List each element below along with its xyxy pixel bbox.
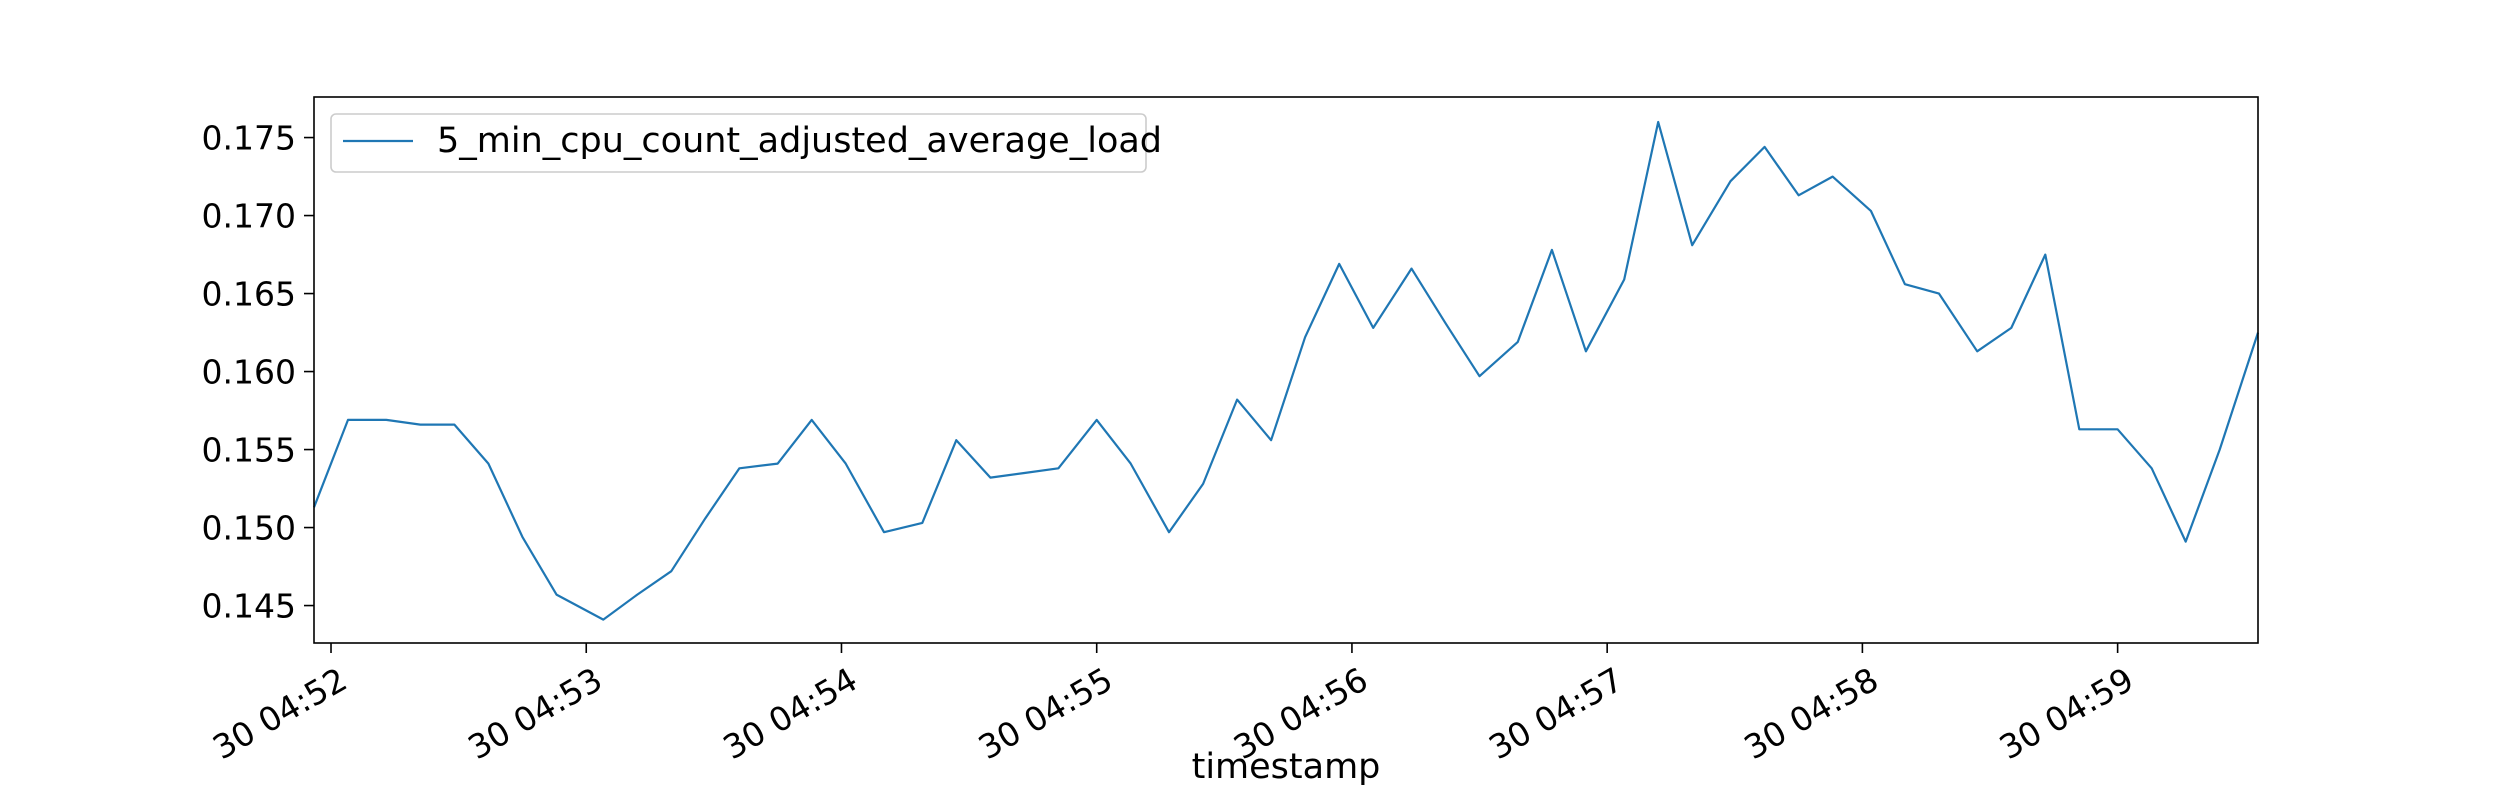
legend: 5_min_cpu_count_adjusted_average_load — [330, 113, 1162, 173]
series-line-5-min-cpu-count-adjusted-average-load — [312, 120, 2260, 621]
y-tick-label: 0.175 — [202, 119, 296, 158]
x-tick-label: 30 04:57 — [1482, 660, 1629, 768]
x-tick-label: 30 04:58 — [1737, 660, 1884, 768]
y-tick-label: 0.165 — [202, 275, 296, 314]
y-tick-label: 0.170 — [202, 197, 296, 236]
x-tick-label: 30 04:55 — [972, 660, 1119, 768]
y-tick-label: 0.160 — [202, 353, 296, 392]
legend-label: 5_min_cpu_count_adjusted_average_load — [437, 121, 1162, 161]
plot-area — [312, 120, 2260, 621]
x-axis: 30 04:52 30 04:53 30 04:54 30 04:55 30 04:56… — [206, 643, 2140, 767]
x-tick-label: 30 04:52 — [206, 660, 353, 768]
legend-box — [330, 113, 1147, 173]
x-tick-label: 30 04:54 — [717, 660, 864, 768]
x-tick-label: 30 04:53 — [461, 660, 608, 768]
y-tick-label: 0.145 — [202, 587, 296, 626]
x-axis-label: timestamp — [1192, 747, 1381, 787]
plot-frame — [313, 96, 2259, 644]
y-tick-label: 0.155 — [202, 431, 296, 470]
y-tick-label: 0.150 — [202, 509, 296, 548]
x-tick-label: 30 04:59 — [1993, 660, 2140, 768]
y-axis: 0.145 0.150 0.155 0.160 0.165 0.170 0.175 — [202, 119, 314, 626]
